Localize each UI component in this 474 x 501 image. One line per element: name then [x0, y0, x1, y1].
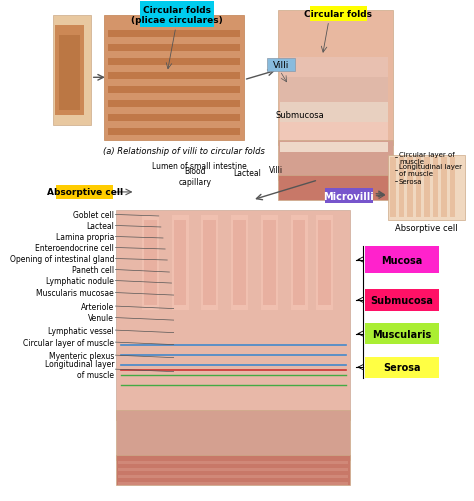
Text: Villi: Villi: [273, 61, 289, 70]
Bar: [53, 16, 91, 126]
Bar: [424, 158, 429, 218]
Bar: [388, 156, 465, 220]
Bar: [278, 141, 392, 180]
Bar: [55, 26, 84, 116]
Bar: [441, 158, 447, 218]
Bar: [108, 45, 239, 52]
Bar: [231, 215, 248, 311]
Bar: [116, 210, 350, 420]
Text: Serosa: Serosa: [383, 362, 421, 372]
Bar: [318, 220, 331, 306]
Text: Circular folds: Circular folds: [304, 10, 373, 19]
Bar: [116, 455, 350, 485]
Bar: [280, 103, 388, 123]
Text: Lacteal: Lacteal: [233, 168, 261, 177]
Bar: [108, 31, 239, 38]
Text: Longitudinal layer
of muscle: Longitudinal layer of muscle: [399, 164, 462, 177]
Bar: [118, 475, 348, 478]
Text: Circular folds
(plicae circulares): Circular folds (plicae circulares): [131, 6, 223, 25]
Text: Submucosa: Submucosa: [276, 111, 324, 120]
Bar: [267, 59, 295, 72]
Text: Blood
capillary: Blood capillary: [178, 167, 211, 186]
Text: Longitudinal layer
of muscle: Longitudinal layer of muscle: [45, 360, 114, 379]
Bar: [56, 185, 113, 199]
Text: Absorptive cell: Absorptive cell: [46, 188, 123, 197]
Bar: [316, 215, 333, 311]
Bar: [278, 11, 392, 146]
Text: Goblet cell: Goblet cell: [73, 210, 114, 219]
Bar: [118, 468, 348, 471]
Bar: [103, 16, 244, 141]
Bar: [118, 482, 348, 485]
Bar: [280, 143, 388, 153]
Bar: [108, 129, 239, 136]
Text: Myenteric plexus: Myenteric plexus: [49, 351, 114, 360]
Text: Muscularis: Muscularis: [373, 329, 432, 339]
Bar: [116, 410, 350, 460]
Bar: [172, 215, 189, 311]
Bar: [108, 115, 239, 122]
Bar: [261, 215, 278, 311]
Text: Lamina propria: Lamina propria: [56, 232, 114, 241]
Bar: [108, 87, 239, 94]
Text: Microvilli: Microvilli: [324, 191, 374, 201]
Text: Absorptive cell: Absorptive cell: [395, 223, 458, 232]
Bar: [391, 158, 395, 218]
Text: Lumen of small intestine: Lumen of small intestine: [152, 162, 246, 171]
Bar: [325, 189, 374, 204]
Text: Submucosa: Submucosa: [371, 295, 434, 305]
Bar: [108, 59, 239, 66]
Text: Lymphatic nodule: Lymphatic nodule: [46, 277, 114, 286]
Bar: [416, 158, 421, 218]
Text: Serosa: Serosa: [399, 179, 422, 185]
Text: Circular layer of
muscle: Circular layer of muscle: [399, 152, 455, 164]
Bar: [142, 215, 159, 311]
Text: (a) Relationship of villi to circular folds: (a) Relationship of villi to circular fo…: [103, 147, 265, 156]
Bar: [280, 121, 388, 146]
Text: Venule: Venule: [88, 314, 114, 323]
Bar: [233, 220, 246, 306]
Bar: [365, 247, 439, 273]
Bar: [144, 220, 156, 306]
Text: Paneth cell: Paneth cell: [72, 266, 114, 275]
Bar: [280, 58, 388, 78]
Bar: [399, 158, 404, 218]
Bar: [140, 2, 214, 28]
Text: Lymphatic vessel: Lymphatic vessel: [48, 326, 114, 335]
Bar: [108, 73, 239, 80]
Bar: [365, 324, 439, 344]
Text: Lacteal: Lacteal: [86, 221, 114, 230]
Bar: [408, 158, 412, 218]
Bar: [310, 7, 367, 22]
Bar: [292, 220, 305, 306]
Bar: [173, 220, 186, 306]
Text: Enteroendocrine cell: Enteroendocrine cell: [35, 243, 114, 253]
Text: Muscularis mucosae: Muscularis mucosae: [36, 289, 114, 298]
Text: Villi: Villi: [269, 166, 283, 175]
Bar: [450, 158, 455, 218]
Text: Mucosa: Mucosa: [382, 255, 423, 265]
Bar: [118, 461, 348, 464]
Bar: [278, 175, 392, 200]
Bar: [59, 36, 80, 111]
Bar: [291, 215, 308, 311]
Bar: [365, 289, 439, 312]
Bar: [433, 158, 438, 218]
Bar: [201, 215, 218, 311]
Text: Circular layer of muscle: Circular layer of muscle: [23, 338, 114, 347]
Text: Opening of intestinal gland: Opening of intestinal gland: [9, 255, 114, 264]
Bar: [203, 220, 216, 306]
Bar: [365, 357, 439, 378]
Bar: [280, 78, 388, 103]
Text: Arteriole: Arteriole: [81, 302, 114, 311]
Bar: [263, 220, 276, 306]
Bar: [108, 101, 239, 108]
